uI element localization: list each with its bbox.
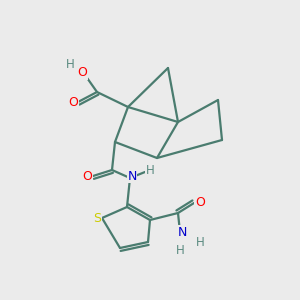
- Text: H: H: [176, 244, 184, 256]
- Text: N: N: [127, 169, 137, 182]
- Text: O: O: [68, 95, 78, 109]
- Text: O: O: [195, 196, 205, 209]
- Text: S: S: [93, 212, 101, 226]
- Text: H: H: [66, 58, 74, 70]
- Text: O: O: [77, 67, 87, 80]
- Text: H: H: [146, 164, 154, 176]
- Text: N: N: [177, 226, 187, 238]
- Text: H: H: [196, 236, 204, 248]
- Text: O: O: [82, 169, 92, 182]
